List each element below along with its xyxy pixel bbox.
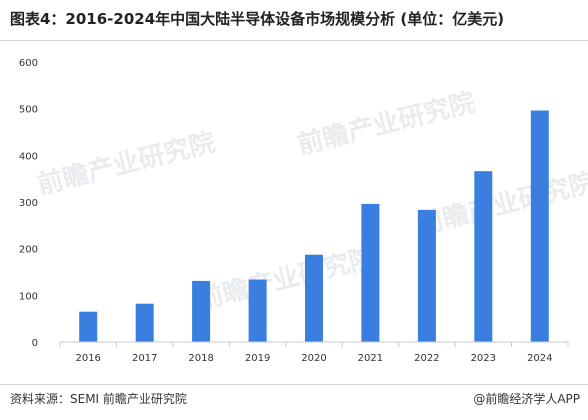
y-tick-label: 500: [19, 105, 38, 116]
watermark-text: 前瞻产业研究院: [194, 242, 378, 316]
title-divider: [0, 40, 588, 41]
x-tick-label: 2021: [358, 353, 383, 364]
bar-2022: [417, 209, 436, 342]
chart-area: 前瞻产业研究院 前瞻产业研究院 前瞻产业研究院 前瞻产业研究院 0 100 200 300 4…: [0, 44, 588, 374]
x-tick-label: 2020: [301, 353, 326, 364]
bar-2023: [474, 171, 493, 342]
y-axis: 0 100 200 300 400 500 600: [19, 58, 38, 349]
chart-title: 图表4：2016-2024年中国大陆半导体设备市场规模分析 (单位：亿美元): [10, 10, 505, 28]
y-tick-label: 0: [32, 338, 38, 349]
bar-2018: [192, 280, 211, 342]
watermark-text: 前瞻产业研究院: [294, 87, 478, 161]
source-note: 资料来源：SEMI 前瞻产业研究院: [10, 392, 187, 406]
bar-2016: [79, 311, 98, 342]
x-tick-label: 2022: [414, 353, 439, 364]
y-tick-label: 100: [19, 291, 38, 302]
x-tick-label: 2017: [132, 353, 157, 364]
bar-2021: [361, 203, 380, 342]
y-tick-label: 400: [19, 151, 38, 162]
brand-credit: @前瞻经济学人APP: [473, 392, 580, 406]
bar-2024: [530, 110, 549, 342]
bar-2020: [305, 254, 323, 342]
x-tick-label: 2019: [245, 353, 270, 364]
bar-2017: [135, 303, 154, 342]
watermark-text: 前瞻产业研究院: [34, 127, 218, 201]
x-tick-label: 2018: [188, 353, 213, 364]
x-axis: 2016 2017 2018 2019 2020 2021 2022 2023 2024: [59, 341, 569, 364]
x-tick-label: 2024: [527, 353, 552, 364]
x-tick-label: 2016: [75, 353, 100, 364]
y-tick-label: 300: [19, 198, 38, 209]
y-tick-label: 600: [19, 58, 38, 69]
bar-series: [79, 110, 549, 342]
footer-divider: [0, 384, 588, 385]
watermark-text: 前瞻产业研究院: [414, 167, 588, 241]
x-tick-label: 2023: [471, 353, 496, 364]
y-tick-label: 200: [19, 245, 38, 256]
bar-2019: [248, 279, 267, 342]
